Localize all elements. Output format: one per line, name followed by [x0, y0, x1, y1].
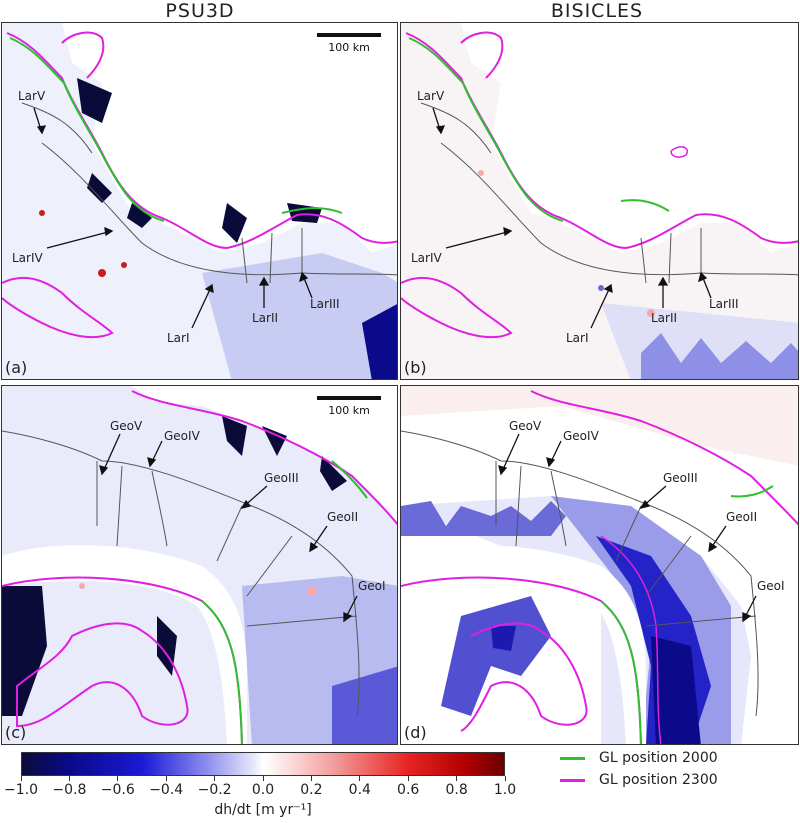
basin-label-lari: LarI — [566, 331, 589, 345]
colorbar-tick-label: −0.4 — [149, 782, 184, 798]
colorbar-tick — [165, 776, 167, 781]
legend-swatch-magenta — [560, 778, 585, 782]
colorbar-tick — [214, 776, 216, 781]
colorbar-tick-label: −0.8 — [52, 782, 87, 798]
colorbar-tick — [262, 776, 264, 781]
basin-label-larv: LarV — [417, 89, 445, 103]
map-george-psu3d — [2, 386, 397, 744]
basin-label-lariv: LarIV — [12, 251, 43, 265]
panel-c-george-psu3d: GeoV GeoIV GeoIII GeoII GeoI 100 km (c) — [1, 385, 398, 745]
basin-label-geoiii: GeoIII — [264, 471, 299, 485]
scale-bar-label: 100 km — [328, 404, 370, 417]
colorbar-tick-label: 0.4 — [348, 782, 371, 798]
colorbar-tick — [68, 776, 70, 781]
colorbar-tick — [310, 776, 312, 781]
colorbar — [21, 752, 505, 776]
legend-label: GL position 2300 — [599, 772, 718, 788]
colorbar-tick-label: −0.6 — [100, 782, 135, 798]
basin-label-geoiv: GeoIV — [563, 429, 599, 443]
panel-label-d: (d) — [404, 723, 427, 742]
panel-label-b: (b) — [404, 358, 427, 377]
basin-label-larii: LarII — [651, 311, 678, 325]
colorbar-tick-label: 0.8 — [445, 782, 468, 798]
basin-label-geoiii: GeoIII — [663, 471, 698, 485]
scale-bar-label: 100 km — [328, 41, 370, 54]
colorbar-tick — [20, 776, 22, 781]
colorbar-label: dh/dt [m yr⁻¹] — [214, 802, 312, 818]
basin-label-larv: LarV — [18, 89, 46, 103]
legend-item-gl-2300: GL position 2300 — [560, 772, 718, 788]
basin-label-larii: LarII — [252, 311, 279, 325]
legend-label: GL position 2000 — [599, 750, 718, 766]
colorbar-tick — [456, 776, 458, 781]
column-title-psu3d: PSU3D — [165, 0, 235, 22]
column-title-bisicles: BISICLES — [550, 0, 644, 22]
basin-label-geoii: GeoII — [327, 510, 359, 524]
basin-label-geov: GeoV — [110, 419, 143, 433]
panel-label-c: (c) — [5, 723, 27, 742]
basin-label-geov: GeoV — [509, 419, 542, 433]
map-larsen-psu3d — [2, 23, 397, 379]
basin-label-geoi: GeoI — [757, 579, 785, 593]
basin-label-geoiv: GeoIV — [164, 429, 200, 443]
panel-a-larsen-psu3d: LarV LarIV LarII LarI LarIII 100 km (a) — [1, 22, 398, 380]
basin-label-lari: LarI — [167, 331, 190, 345]
map-larsen-bisicles — [401, 23, 798, 379]
colorbar-tick-label: 1.0 — [493, 782, 517, 798]
basin-label-lariv: LarIV — [411, 251, 442, 265]
colorbar-tick-label: −1.0 — [4, 782, 38, 798]
legend-swatch-green — [560, 756, 585, 760]
colorbar-tick-label: −0.2 — [197, 782, 232, 798]
colorbar-tick — [117, 776, 119, 781]
panel-b-larsen-bisicles: LarV LarIV LarII LarI LarIII (b) — [400, 22, 799, 380]
panel-label-a: (a) — [5, 358, 28, 377]
basin-label-geoi: GeoI — [358, 579, 386, 593]
colorbar-tick-label: 0.0 — [251, 782, 275, 798]
colorbar-tick-label: 0.2 — [300, 782, 323, 798]
scale-bar: 100 km — [317, 396, 381, 417]
legend-item-gl-2000: GL position 2000 — [560, 750, 718, 766]
panel-d-george-bisicles: GeoV GeoIV GeoIII GeoII GeoI (d) — [400, 385, 799, 745]
basin-label-lariii: LarIII — [310, 297, 340, 311]
colorbar-tick-label: 0.6 — [397, 782, 420, 798]
colorbar-tick — [504, 776, 506, 781]
map-george-bisicles — [401, 386, 798, 744]
colorbar-tick — [359, 776, 361, 781]
basin-label-geoii: GeoII — [726, 510, 758, 524]
scale-bar: 100 km — [317, 33, 381, 54]
colorbar-tick — [407, 776, 409, 781]
basin-label-lariii: LarIII — [709, 297, 739, 311]
